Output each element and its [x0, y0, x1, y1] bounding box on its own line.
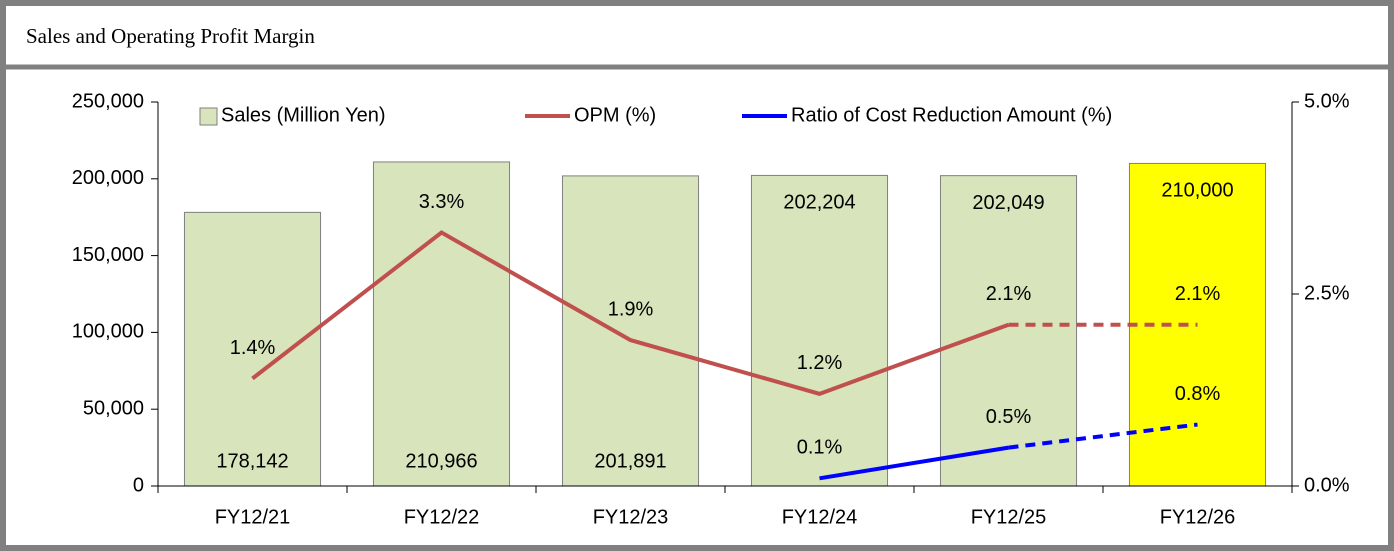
- y-tick-label: 150,000: [72, 244, 144, 266]
- line-label: 3.3%: [419, 191, 465, 213]
- legend-label: Ratio of Cost Reduction Amount (%): [791, 104, 1112, 126]
- line-label: 2.1%: [986, 283, 1032, 305]
- y-tick-label: 0: [133, 474, 144, 496]
- y2-tick-label: 5.0%: [1304, 90, 1350, 112]
- bar: [183, 211, 322, 487]
- y-tick-label: 50,000: [83, 397, 144, 419]
- line-label: 1.4%: [230, 337, 276, 359]
- legend-label: OPM (%): [574, 104, 656, 126]
- y2-tick-label: 2.5%: [1304, 282, 1350, 304]
- bar-label: 201,891: [594, 450, 666, 472]
- x-tick-label: FY12/24: [782, 506, 858, 528]
- bar: [372, 161, 511, 487]
- line-label: 0.1%: [797, 437, 843, 459]
- bar-label: 210,966: [405, 450, 477, 472]
- x-tick-label: FY12/21: [215, 506, 291, 528]
- y2-tick-label: 0.0%: [1304, 474, 1350, 496]
- line-forecast: [1008, 422, 1198, 450]
- bar-label: 202,049: [972, 192, 1044, 214]
- bar: [939, 175, 1078, 487]
- line: [251, 230, 1010, 396]
- line-label: 0.8%: [1175, 383, 1221, 405]
- x-tick-label: FY12/25: [971, 506, 1047, 528]
- chart-title: Sales and Operating Profit Margin: [26, 24, 315, 48]
- bar: [750, 174, 889, 487]
- line-label: 1.9%: [608, 298, 654, 320]
- bar-label: 210,000: [1161, 180, 1233, 202]
- y-tick-label: 100,000: [72, 321, 144, 343]
- legend-label: Sales (Million Yen): [221, 104, 386, 126]
- line-label: 1.2%: [797, 352, 843, 374]
- y-tick-label: 250,000: [72, 90, 144, 112]
- y-tick-label: 200,000: [72, 167, 144, 189]
- bar: [561, 175, 700, 487]
- x-tick-label: FY12/23: [593, 506, 669, 528]
- line: [819, 445, 1009, 481]
- line-label: 2.1%: [1175, 283, 1221, 305]
- bar-label: 178,142: [216, 450, 288, 472]
- x-tick-label: FY12/22: [404, 506, 480, 528]
- x-tick-label: FY12/26: [1160, 506, 1236, 528]
- line-label: 0.5%: [986, 406, 1032, 428]
- legend-swatch: [199, 107, 218, 126]
- bar-label: 202,204: [783, 192, 855, 214]
